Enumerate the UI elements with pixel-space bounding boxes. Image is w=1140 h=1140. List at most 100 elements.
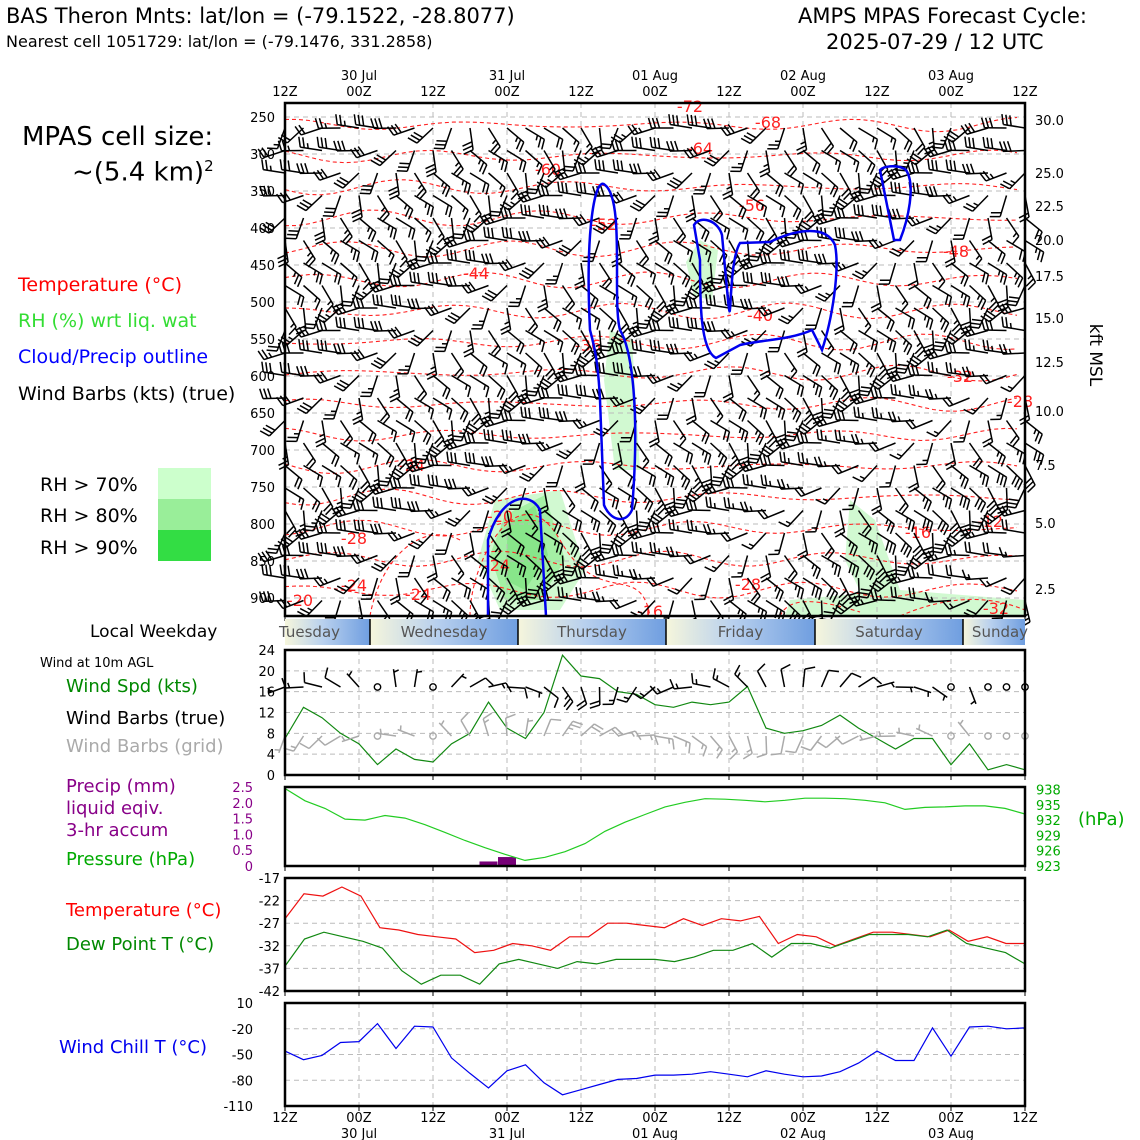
xsec-wind-barb-flag [635, 542, 638, 553]
xsec-wind-barb-flag [653, 339, 657, 351]
xsec-wind-barb-flag [812, 417, 820, 427]
xsec-wind-barb-flag [724, 470, 734, 478]
xsec-wind-barb-flag [820, 212, 828, 223]
xsec-wind-barb [573, 162, 600, 174]
temp-tick-label: -27 [259, 917, 280, 932]
xsec-wind-barb-flag [345, 438, 354, 448]
xsec-wind-barb-flag [694, 115, 698, 127]
xsec-wind-barb-flag [870, 302, 881, 309]
xsec-wind-barb-flag [910, 162, 916, 173]
xsec-wind-barb-flag [447, 478, 453, 489]
xsec-wind-barb-flag [1001, 316, 1005, 327]
pressure-tick-label: 932 [1036, 814, 1061, 829]
xsec-wind-barb-flag [556, 524, 562, 535]
xsec-wind-barb-halfflag [743, 253, 749, 258]
xsec-wind-barb-flag [945, 463, 956, 471]
xsec-wind-barb-flag [945, 396, 954, 406]
xsec-wind-barb-flag [853, 393, 861, 404]
xsec-wind-barb-halfflag [458, 609, 463, 616]
xsec-wind-barb-flag [611, 544, 616, 556]
xsec-wind-barb-flag [579, 557, 590, 565]
temperature-label: -32 [983, 599, 1009, 618]
xsec-wind-barb-flag [553, 521, 559, 532]
wind-barb-grid-shaft [673, 735, 691, 744]
xsec-wind-barb [691, 217, 710, 242]
legend-rh: RH (%) wrt liq. wat [18, 310, 197, 332]
windchill-tick-label: -20 [232, 1023, 253, 1038]
xsec-wind-barb-flag [892, 341, 897, 353]
wind-barb-true [932, 686, 948, 701]
xsec-wind-barb-flag [331, 507, 339, 518]
xsec-wind-barb-flag [267, 345, 279, 349]
xsec-wind-barb [649, 136, 674, 152]
xsec-wind-barb-flag [981, 319, 986, 331]
xsec-wind-barb-halfflag [693, 353, 699, 359]
xsec-wind-barb-flag [554, 167, 565, 174]
xsec-wind-barb-flag [759, 609, 764, 620]
xsec-wind-barb-flag [339, 519, 342, 531]
wind-barb-grid-shaft [709, 735, 723, 751]
xsec-wind-barb-flag [573, 562, 583, 570]
xsec-wind-barb-flag [575, 418, 584, 428]
xsec-wind-barb [315, 420, 327, 448]
xsec-wind-barb [944, 544, 970, 557]
wind-barb-true-shaft [820, 670, 830, 688]
xsec-wind-barb [303, 262, 324, 285]
xsec-wind-barb-flag [872, 380, 882, 388]
xsec-wind-barb [469, 172, 490, 195]
xsec-wind-barb-flag [912, 153, 923, 161]
wind-barb-true-flag [757, 663, 766, 672]
xsec-wind-barb-flag [563, 165, 575, 169]
xsec-wind-barb-flag [388, 477, 394, 488]
xsec-wind-barb-flag [888, 542, 893, 553]
xsec-wind-barb-flag [649, 339, 653, 350]
top-time-tick-label: 12Z [272, 85, 298, 100]
wind-barb-grid-flag [570, 723, 581, 729]
xsec-wind-barb [635, 240, 650, 268]
xsec-wind-barb-halfflag [464, 384, 468, 390]
xsec-wind-barb-flag [590, 552, 598, 562]
xsec-wind-barb-flag [701, 229, 707, 240]
xsec-wind-barb-flag [701, 431, 707, 442]
xsec-wind-barb-flag [594, 563, 598, 575]
xsec-wind-barb-flag [447, 517, 458, 525]
xsec-wind-barb-halfflag [498, 157, 502, 163]
xsec-wind-barb-flag [895, 569, 907, 573]
xsec-wind-barb-flag [300, 365, 305, 377]
xsec-wind-barb [849, 190, 878, 203]
xsec-wind-barb-flag [705, 483, 713, 494]
xsec-wind-barb [487, 330, 502, 358]
xsec-wind-barb-flag [645, 374, 654, 384]
xsec-wind-barb-flag [425, 450, 436, 458]
xsec-wind-barb-flag [678, 235, 687, 245]
xsec-wind-barb-flag [377, 281, 389, 285]
xsec-wind-barb-flag [812, 215, 820, 225]
xsec-wind-barb-flag [951, 525, 960, 535]
xsec-wind-barb-flag [304, 525, 316, 528]
xsec-wind-barb-halfflag [638, 127, 643, 133]
xsec-wind-barb-flag [334, 588, 344, 595]
xsec-wind-barb-flag [801, 452, 805, 464]
xsec-wind-barb-flag [686, 316, 690, 328]
xsec-wind-barb-flag [630, 276, 636, 287]
wind-barb-true-flag [324, 667, 329, 678]
xsec-wind-barb-flag [980, 315, 990, 323]
xsec-wind-barb-flag [951, 323, 961, 332]
xsec-wind-barb-flag [649, 373, 658, 383]
xsec-wind-barb-flag [858, 230, 864, 242]
xsec-wind-barb [820, 577, 839, 603]
xsec-wind-barb-flag [871, 508, 882, 516]
xsec-wind-barb [323, 600, 342, 623]
xsec-wind-barb [516, 392, 545, 405]
xsec-wind-barb-flag [849, 596, 857, 607]
xsec-wind-barb-halfflag [864, 322, 870, 328]
xsec-wind-barb-flag [314, 316, 325, 324]
xsec-wind-barb [534, 440, 563, 452]
wind-barb-grid-halfflag [440, 720, 445, 726]
xsec-wind-barb-flag [454, 367, 462, 377]
wind-barb-true-halfflag [267, 687, 272, 693]
xsec-wind-barb-flag [374, 251, 379, 263]
xsec-wind-barb-halfflag [997, 270, 1001, 276]
xsec-wind-barb-flag [340, 506, 351, 510]
xsec-wind-barb-halfflag [991, 345, 994, 352]
